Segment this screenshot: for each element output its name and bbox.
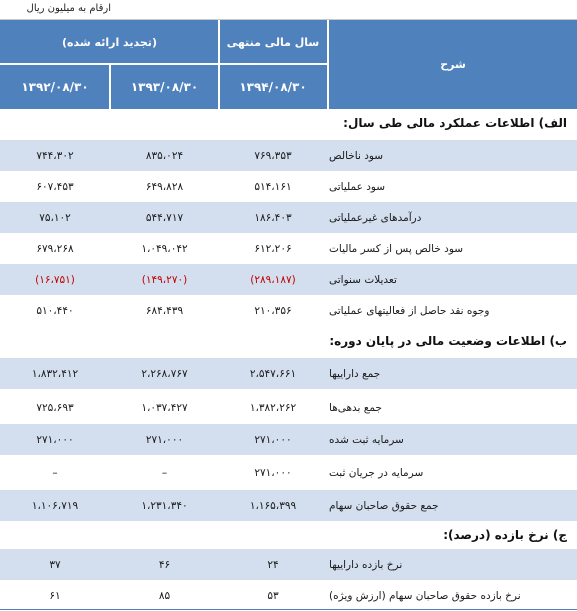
value-1392: ۵۱۰،۴۴۰ <box>36 304 74 317</box>
row-label: درآمدهای غیرعملیاتی <box>329 211 422 224</box>
header-restated: (تجدید ارائه شده) <box>62 35 157 49</box>
table-row: سود عملیاتی ۵۱۴،۱۶۱ ۶۴۹،۸۲۸ ۶۰۷،۴۵۳ <box>0 171 577 202</box>
value-1394: ۲۷۱،۰۰۰ <box>254 433 292 446</box>
table-row: جمع حقوق صاحبان سهام ۱،۱۶۵،۳۹۹ ۱،۲۳۱،۳۴۰… <box>0 490 577 521</box>
value-1394: (۲۸۹،۱۸۷) <box>250 273 296 286</box>
row-label: نرخ بازده حقوق صاحبان سهام (ارزش ویژه) <box>329 589 521 602</box>
row-label: جمع داراییها <box>329 367 381 380</box>
value-1393: ۸۳۵،۰۲۴ <box>145 149 184 162</box>
header-divider <box>0 63 327 65</box>
value-1392: ۲۷۱،۰۰۰ <box>36 433 74 446</box>
table-row: سرمایه ثبت شده ۲۷۱،۰۰۰ ۲۷۱،۰۰۰ ۲۷۱،۰۰۰ <box>0 424 577 455</box>
value-1393: ۵۴۴،۷۱۷ <box>145 211 184 224</box>
table-row: وجوه نقد حاصل از فعالیتهای عملیاتی ۲۱۰،۳… <box>0 295 577 326</box>
value-1394: ۲۱۰،۳۵۶ <box>254 304 292 317</box>
table-header: شرح سال مالی منتهی (تجدید ارائه شده) ۱۳۹… <box>0 20 577 109</box>
section-b-title: ب) اطلاعات وضعیت مالی در پایان دوره: <box>329 334 567 348</box>
value-1394: ۱،۱۶۵،۳۹۹ <box>249 499 297 512</box>
section-c-title: ج) نرخ بازده (درصد): <box>443 528 567 542</box>
row-label: سود خالص پس از کسر مالیات <box>329 242 464 255</box>
value-1392: ۶۷۹،۲۶۸ <box>36 242 74 255</box>
row-label: سرمایه در جریان ثبت <box>329 466 424 479</box>
value-1392: ۶۰۷،۴۵۳ <box>36 180 74 193</box>
table-row: تعدیلات سنواتی (۲۸۹،۱۸۷) (۱۴۹،۲۷۰) (۱۶،۷… <box>0 264 577 295</box>
table-row: جمع داراییها ۲،۵۴۷،۶۶۱ ۲،۲۶۸،۷۶۷ ۱،۸۳۲،۴… <box>0 358 577 389</box>
value-1392: (۱۶،۷۵۱) <box>35 273 75 286</box>
value-1393: ۱،۲۳۱،۳۴۰ <box>141 499 188 512</box>
value-1394: ۱،۳۸۲،۲۶۲ <box>249 401 297 414</box>
table-row: سود خالص پس از کسر مالیات ۶۱۲،۲۰۶ ۱،۰۴۹،… <box>0 233 577 264</box>
value-1392: ۱،۱۰۶،۷۱۹ <box>31 499 79 512</box>
section-b: ب) اطلاعات وضعیت مالی در پایان دوره: <box>0 327 577 356</box>
header-date-1394: ۱۳۹۴/۰۸/۳۰ <box>239 79 307 94</box>
section-c: ج) نرخ بازده (درصد): <box>0 521 577 550</box>
value-1394: ۵۳ <box>267 589 279 602</box>
value-1394: ۶۱۲،۲۰۶ <box>254 242 292 255</box>
row-label: جمع حقوق صاحبان سهام <box>329 499 439 512</box>
header-fiscal-year-end: سال مالی منتهی <box>226 35 320 49</box>
value-1393: ۲۷۱،۰۰۰ <box>145 433 184 446</box>
row-label: سود عملیاتی <box>329 180 386 193</box>
section-a-title: الف) اطلاعات عملکرد مالی طی سال: <box>343 116 567 130</box>
table-row: درآمدهای غیرعملیاتی ۱۸۶،۴۰۳ ۵۴۴،۷۱۷ ۷۵،۱… <box>0 202 577 233</box>
value-1394: ۲۷۱،۰۰۰ <box>254 466 292 479</box>
value-1393: ۱،۰۴۹،۰۴۲ <box>141 242 188 255</box>
header-divider <box>109 64 111 109</box>
row-label: جمع بدهی‌ها <box>329 401 382 414</box>
value-1394: ۲۴ <box>267 558 279 571</box>
value-1392: ۱،۸۳۲،۴۱۲ <box>31 367 79 380</box>
value-1393: (۱۴۹،۲۷۰) <box>141 273 188 286</box>
table-row: جمع بدهی‌ها ۱،۳۸۲،۲۶۲ ۱،۰۳۷،۴۲۷ ۷۲۵،۶۹۳ <box>0 392 577 423</box>
value-1394: ۱۸۶،۴۰۳ <box>254 211 292 224</box>
row-label: وجوه نقد حاصل از فعالیتهای عملیاتی <box>329 304 490 317</box>
header-divider <box>327 20 329 109</box>
table-row: سود ناخالص ۷۶۹،۳۵۳ ۸۳۵،۰۲۴ ۷۴۴،۳۰۲ <box>0 140 577 171</box>
value-1394: ۲،۵۴۷،۶۶۱ <box>249 367 297 380</box>
value-1393: ۶۴۹،۸۲۸ <box>145 180 184 193</box>
section-a: الف) اطلاعات عملکرد مالی طی سال: <box>0 109 577 138</box>
value-1394: ۷۶۹،۳۵۳ <box>254 149 292 162</box>
value-1392: ۳۷ <box>49 558 61 571</box>
unit-note: ارقام به میلیون ریال <box>26 3 111 14</box>
value-1393: ۶۸۴،۴۳۹ <box>145 304 184 317</box>
table-row: نرخ بازده حقوق صاحبان سهام (ارزش ویژه) ۵… <box>0 580 577 611</box>
value-1393: ۸۵ <box>158 589 171 602</box>
table-row: نرخ بازده داراییها ۲۴ ۴۶ ۳۷ <box>0 549 577 580</box>
row-label: سرمایه ثبت شده <box>329 433 404 446</box>
value-1394: ۵۱۴،۱۶۱ <box>254 180 292 193</box>
row-label: سود ناخالص <box>329 149 384 162</box>
value-1392: ۷۴۴،۳۰۲ <box>36 149 74 162</box>
row-label: تعدیلات سنواتی <box>329 273 397 286</box>
value-1393: – <box>161 466 168 479</box>
divider <box>0 19 577 20</box>
unit-note-bar: ارقام به میلیون ریال <box>0 0 577 20</box>
value-1393: ۱،۰۳۷،۴۲۷ <box>141 401 188 414</box>
value-1392: ۷۵،۱۰۲ <box>39 211 71 224</box>
header-description: شرح <box>440 58 466 71</box>
row-label: نرخ بازده داراییها <box>329 558 403 571</box>
value-1392: – <box>52 466 58 479</box>
table-row: سرمایه در جریان ثبت ۲۷۱،۰۰۰ – – <box>0 457 577 488</box>
value-1392: ۷۲۵،۶۹۳ <box>36 401 74 414</box>
header-date-1393: ۱۳۹۳/۰۸/۳۰ <box>130 79 199 94</box>
header-date-1392: ۱۳۹۲/۰۸/۳۰ <box>21 79 89 94</box>
value-1393: ۴۶ <box>158 558 171 571</box>
value-1392: ۶۱ <box>49 589 61 602</box>
value-1393: ۲،۲۶۸،۷۶۷ <box>141 367 188 380</box>
